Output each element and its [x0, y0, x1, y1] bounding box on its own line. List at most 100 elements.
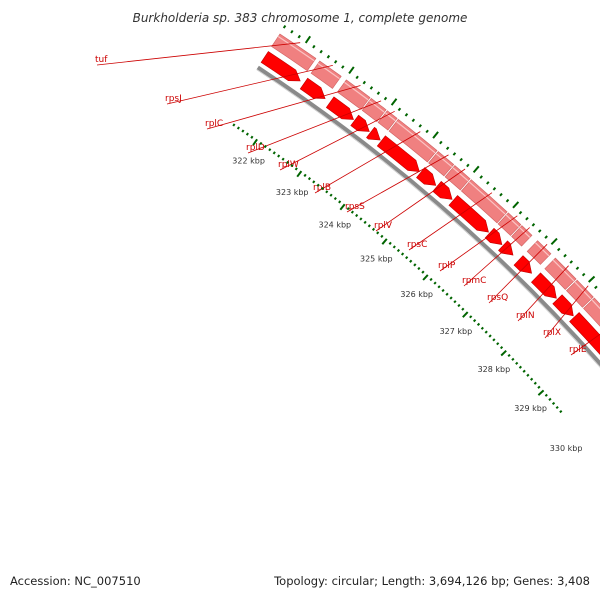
cds-arrow-tuf[interactable] — [260, 51, 301, 82]
cds-arrow-rpsC[interactable] — [448, 195, 489, 233]
ruler-tick — [437, 285, 441, 289]
ruler-tick — [445, 292, 449, 296]
ruler-tick — [449, 296, 453, 300]
ruler-tick — [530, 377, 534, 381]
outer-tick — [452, 152, 457, 156]
outer-tick — [312, 44, 316, 49]
cds-arrow-rplC[interactable] — [325, 96, 354, 120]
ruler-tick — [500, 349, 507, 357]
cds-arrow-rpsQ[interactable] — [513, 255, 532, 274]
label-leader — [463, 227, 530, 287]
cds-arrow-rplD[interactable] — [350, 114, 370, 132]
ruler-tick — [533, 381, 537, 385]
gene-band-rplB[interactable] — [388, 118, 438, 163]
outer-tick — [376, 91, 381, 95]
outer-tick — [581, 272, 586, 277]
ruler-tick — [413, 263, 417, 267]
ruler-tick — [272, 151, 276, 155]
gene-band-rplP[interactable] — [497, 212, 522, 236]
outer-tick — [432, 131, 439, 139]
outer-tick — [479, 175, 483, 179]
tick-marks — [282, 25, 598, 290]
ruler-tick — [555, 405, 559, 410]
ruler-label: 330 kbp — [550, 444, 583, 453]
gene-band-tuf[interactable] — [271, 33, 317, 72]
ruler-tick — [294, 167, 298, 171]
gene-label-rpmC: rpmC — [462, 276, 486, 286]
ruler-tick — [281, 157, 285, 161]
cds-arrow-rplX[interactable] — [552, 294, 574, 317]
backbone-track — [256, 65, 600, 369]
outer-tick — [411, 118, 416, 123]
ruler-tick — [350, 210, 354, 214]
ruler-tick — [307, 177, 312, 181]
ruler-tick — [492, 338, 496, 342]
label-leader — [96, 42, 301, 66]
cds-arrow-rpsS[interactable] — [416, 167, 437, 186]
label-leader — [544, 285, 589, 339]
ruler-tick — [263, 144, 267, 149]
ruler-tick — [232, 123, 236, 127]
outer-tick — [404, 112, 409, 117]
gene-band-rplE[interactable] — [583, 297, 600, 357]
ruler-tick — [381, 238, 388, 245]
outer-tick — [362, 80, 367, 85]
ruler-tick — [303, 173, 307, 177]
label-leader — [375, 168, 466, 232]
ruler-tick — [421, 270, 425, 274]
gene-band-rplV[interactable] — [444, 165, 471, 191]
gene-label-rpsJ: rpsJ — [165, 94, 182, 104]
outer-tick — [518, 210, 523, 215]
label-leader — [314, 131, 421, 194]
gene-band-highlight — [396, 121, 436, 154]
gene-band-highlight — [435, 153, 453, 168]
gene-band-rplX[interactable] — [565, 279, 594, 308]
ruler-tick — [363, 220, 367, 225]
ruler-tick — [285, 160, 290, 164]
ruler-tick — [388, 241, 392, 245]
gene-band-highlight — [385, 112, 396, 122]
gene-bands — [271, 33, 600, 357]
kbp-ruler: 322 kbp 323 kbp 324 kbp 325 kbp 326 kbp 327 k… — [232, 123, 583, 453]
outer-tick — [575, 266, 580, 271]
outer-tick — [390, 98, 398, 106]
gene-band-rpsJ[interactable] — [310, 60, 342, 89]
gene-band-rplD[interactable] — [361, 97, 387, 123]
label-leader — [166, 65, 333, 105]
cds-arrow-rplW[interactable] — [366, 126, 381, 141]
outer-tick — [348, 66, 355, 74]
gene-label-rplP: rplP — [438, 261, 456, 271]
gene-band-highlight — [505, 214, 520, 228]
gene-band-rpsC[interactable] — [460, 179, 508, 224]
gene-band-highlight — [277, 35, 315, 62]
gene-label-rplE: rplE — [569, 345, 587, 355]
label-leader — [570, 333, 600, 356]
ruler-tick — [422, 274, 429, 281]
gene-band-rplN[interactable] — [544, 257, 577, 290]
outer-tick — [304, 35, 312, 44]
gene-band-rplC[interactable] — [336, 79, 371, 110]
outer-tick — [397, 107, 402, 112]
map-title: Burkholderia sp. 383 chromosome 1, compl… — [133, 11, 468, 25]
cds-track — [260, 51, 600, 366]
gene-band-highlight — [344, 81, 369, 101]
cds-arrow-rplN[interactable] — [530, 272, 557, 299]
gene-band-rpsS[interactable] — [428, 151, 455, 177]
label-leader — [517, 265, 569, 322]
ruler-tick — [290, 164, 294, 168]
cds-arrow-rplE[interactable] — [569, 312, 600, 366]
outer-tick — [319, 49, 323, 54]
cds-arrow-rpsJ[interactable] — [299, 77, 326, 99]
ruler-tick — [433, 281, 437, 285]
outer-tick — [383, 96, 388, 101]
gene-band-rpmC[interactable] — [511, 225, 533, 247]
ruler-tick — [316, 183, 320, 187]
ruler-tick — [392, 245, 396, 249]
outer-tick — [355, 75, 359, 80]
label-leader — [408, 192, 493, 251]
gene-band-highlight — [591, 299, 600, 310]
gene-label-rplN: rplN — [516, 311, 535, 321]
ruler-tick — [441, 288, 445, 293]
label-leader — [346, 154, 449, 213]
ruler-tick — [499, 346, 504, 350]
